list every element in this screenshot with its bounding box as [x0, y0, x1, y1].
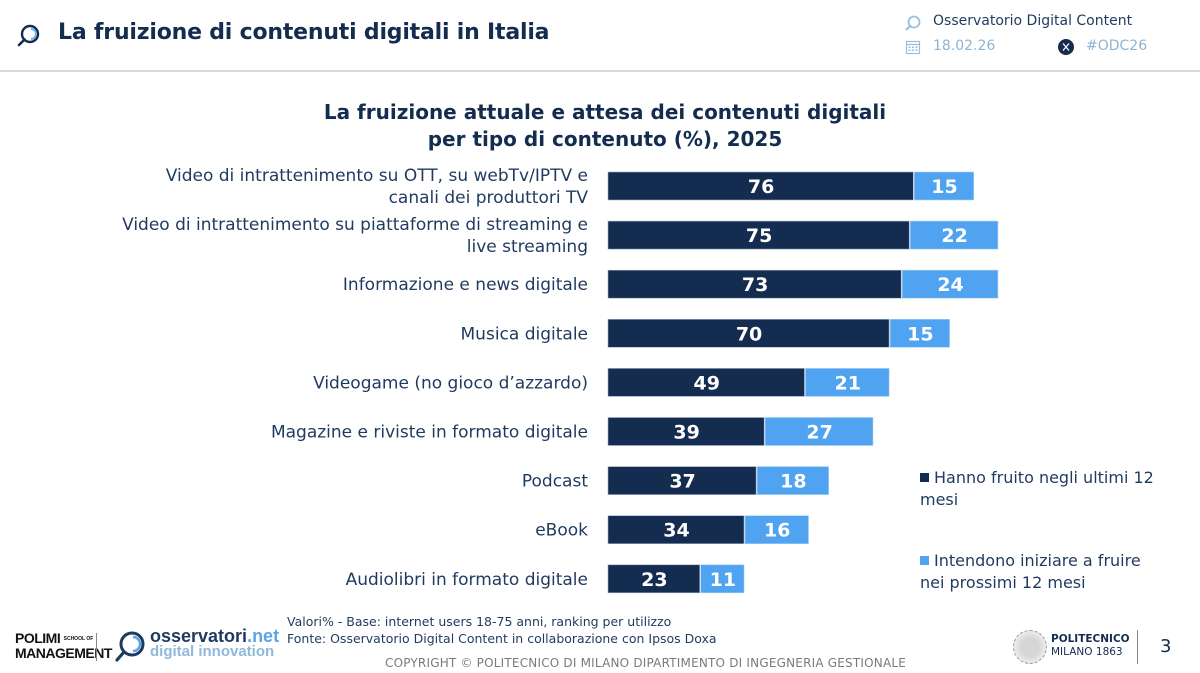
osservatori-magnifier-icon: [115, 631, 145, 662]
category-label-line: Videogame (no gioco d’azzardo): [313, 373, 588, 393]
category-label: Video di intrattenimento su piattaforme …: [122, 215, 588, 257]
bar-past-12-months: [607, 318, 890, 348]
legend-item-next-12-months: Intendono iniziare a fruire nei prossimi…: [920, 550, 1190, 594]
bar-value-label: 49: [694, 372, 720, 394]
bar-next-12-months: [805, 368, 890, 397]
legend-label: Hanno fruito negli ultimi 12: [934, 468, 1154, 487]
magnifier-logo-icon: [905, 15, 921, 31]
politecnico-logo: POLITECNICO MILANO 1863: [1051, 633, 1130, 659]
category-label: Podcast: [522, 472, 588, 492]
category-label-line: canali dei produttori TV: [389, 188, 589, 208]
bar-next-12-months: [756, 466, 829, 495]
page-number: 3: [1160, 636, 1172, 657]
calendar-icon: [905, 40, 921, 55]
category-label-line: Magazine e riviste in formato digitale: [271, 423, 588, 443]
bar-past-12-months: [607, 515, 745, 545]
category-label-line: live streaming: [467, 237, 588, 257]
polimi-logo-line2: MANAGEMENT: [15, 645, 112, 661]
bar-value-label: 23: [641, 569, 667, 591]
polimi-logo: POLIMI SCHOOL OF MANAGEMENT: [15, 631, 112, 660]
bar-value-label: 16: [764, 520, 790, 542]
observatory-name: Osservatorio Digital Content: [933, 13, 1133, 29]
bar-value-label: 22: [941, 225, 967, 247]
bar-past-12-months: [607, 417, 765, 446]
category-label-line: eBook: [535, 521, 588, 541]
bar-value-label: 39: [673, 422, 699, 444]
category-label: eBook: [535, 521, 588, 541]
legend-swatch-light: [920, 556, 929, 565]
category-label-line: Video di intrattenimento su piattaforme …: [122, 215, 588, 235]
bar-value-label: 73: [742, 274, 768, 296]
bar-next-12-months: [889, 318, 950, 348]
bar-value-label: 15: [931, 176, 957, 198]
category-label: Audiolibri in formato digitale: [346, 570, 588, 590]
legend-label: Intendono iniziare a fruire: [934, 551, 1141, 570]
footer-note-source: Fonte: Osservatorio Digital Content in c…: [287, 631, 717, 646]
bar-past-12-months: [607, 466, 757, 495]
politecnico-logo-line2: MILANO 1863: [1051, 646, 1123, 658]
copyright-text: COPYRIGHT © POLITECNICO DI MILANO DIPART…: [385, 656, 907, 670]
hashtag-label: #ODC26: [1086, 38, 1148, 54]
category-label: Magazine e riviste in formato digitale: [271, 423, 588, 443]
bar-value-label: 75: [746, 225, 772, 247]
bar-value-label: 24: [937, 274, 963, 296]
category-label: Musica digitale: [461, 324, 588, 344]
bar-value-label: 27: [806, 422, 832, 444]
bar-past-12-months: [607, 220, 910, 250]
legend-swatch-dark: [920, 473, 929, 482]
date-label: 18.02.26: [933, 38, 996, 54]
bar-value-label: 15: [907, 323, 933, 345]
legend-item-past-12-months: Hanno fruito negli ultimi 12 mesi: [920, 467, 1190, 511]
osservatori-logo: osservatori.net digital innovation: [150, 626, 280, 660]
bar-value-label: 21: [835, 372, 861, 394]
bar-past-12-months: [607, 368, 805, 397]
footer-divider: [1137, 630, 1138, 664]
category-label-line: Informazione e news digitale: [343, 275, 588, 295]
bar-value-label: 76: [748, 176, 774, 198]
bar-past-12-months: [607, 269, 902, 299]
polimi-logo-line1: POLIMI: [15, 630, 61, 646]
legend-label: nei prossimi 12 mesi: [920, 573, 1086, 592]
bar-next-12-months: [764, 417, 874, 446]
chart-title-line: La fruizione attuale e attesa dei conten…: [323, 100, 887, 124]
category-label: Videogame (no gioco d’azzardo): [313, 373, 588, 393]
chart-title: La fruizione attuale e attesa dei conten…: [250, 99, 960, 153]
magnifier-logo-icon: [17, 24, 40, 47]
stacked-bar-chart: Video di intrattenimento su OTT, su webT…: [122, 166, 999, 594]
politecnico-logo-line1: POLITECNICO: [1051, 633, 1130, 645]
bar-next-12-months: [901, 269, 999, 299]
bar-value-label: 37: [669, 471, 695, 493]
bar-value-label: 11: [710, 569, 736, 591]
polimi-logo-school: SCHOOL OF: [63, 636, 94, 642]
category-label: Video di intrattenimento su OTT, su webT…: [166, 166, 589, 208]
footer-divider: [96, 633, 97, 661]
bar-past-12-months: [607, 564, 700, 594]
slide-header: La fruizione di contenuti digitali in It…: [0, 0, 1200, 71]
osservatori-logo-main: osservatori: [150, 626, 248, 646]
bar-next-12-months: [909, 220, 999, 250]
bar-past-12-months: [607, 171, 914, 201]
bar-next-12-months: [913, 171, 975, 201]
category-label-line: Podcast: [522, 472, 588, 492]
category-label: Informazione e news digitale: [343, 275, 588, 295]
category-label-line: Video di intrattenimento su OTT, su webT…: [166, 166, 588, 186]
bar-next-12-months: [744, 515, 809, 545]
page-title: La fruizione di contenuti digitali in It…: [58, 20, 550, 45]
bar-next-12-months: [700, 564, 745, 594]
category-label-line: Musica digitale: [461, 324, 588, 344]
politecnico-seal-icon: [1013, 630, 1047, 664]
legend-label: mesi: [920, 490, 959, 509]
bar-value-label: 18: [780, 471, 806, 493]
x-social-icon: [1058, 39, 1074, 55]
bar-value-label: 70: [736, 323, 762, 345]
osservatori-logo-net: .net: [247, 626, 280, 646]
chart-title-line: per tipo di contenuto (%), 2025: [427, 127, 783, 151]
bar-value-label: 34: [663, 520, 689, 542]
footer-note-base: Valori% - Base: internet users 18-75 ann…: [287, 614, 672, 629]
osservatori-logo-sub: digital innovation: [150, 643, 275, 660]
category-label-line: Audiolibri in formato digitale: [346, 570, 588, 590]
header-divider: [0, 70, 1200, 72]
